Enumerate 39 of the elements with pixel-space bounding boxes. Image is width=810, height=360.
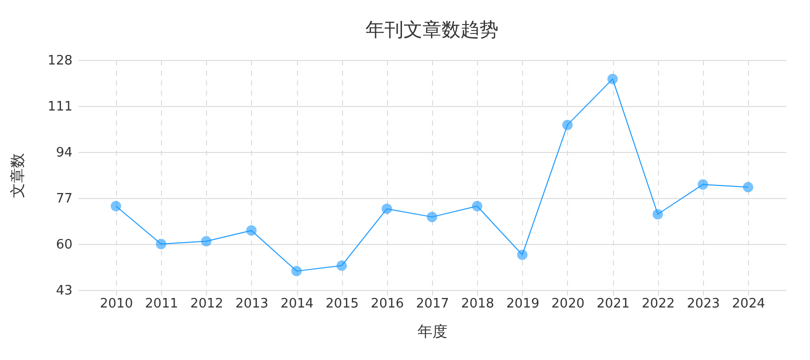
- chart-title: 年刊文章数趋势: [366, 19, 498, 41]
- y-tick-label: 111: [48, 100, 72, 114]
- point: [517, 250, 528, 260]
- point: [200, 236, 212, 247]
- x-tick-label: 2019: [506, 296, 540, 312]
- point: [607, 74, 618, 84]
- point: [472, 200, 482, 212]
- x-tick-label: 2011: [145, 296, 178, 312]
- point: [246, 225, 257, 236]
- x-tick-label: 2012: [190, 296, 224, 312]
- point: [742, 182, 754, 192]
- x-tick-label: 2018: [461, 296, 494, 312]
- y-tick-label: 43: [56, 284, 72, 298]
- x-tick-label: 2010: [100, 296, 133, 312]
- point: [382, 204, 392, 214]
- x-tick-label: 2022: [642, 296, 675, 312]
- point: [156, 238, 166, 250]
- y-tick-label: 60: [56, 238, 72, 252]
- x-tick-label: 2017: [416, 296, 450, 312]
- x-tick-label: 2020: [551, 296, 585, 312]
- y-axis-title: 文章数: [8, 153, 27, 198]
- x-tick-label: 2023: [686, 296, 720, 312]
- point: [336, 260, 347, 271]
- x-tick-label: 2013: [235, 296, 268, 312]
- y-tick-label: 128: [48, 54, 72, 68]
- point: [426, 212, 438, 222]
- point: [698, 179, 708, 190]
- x-tick-label: 2015: [326, 296, 359, 312]
- point: [110, 200, 122, 212]
- x-tick-label: 2014: [280, 296, 314, 312]
- x-axis-title: 年度: [418, 322, 448, 340]
- x-tick-label: 2016: [370, 296, 404, 312]
- point: [652, 209, 664, 220]
- x-tick-label: 2021: [596, 296, 630, 312]
- y-tick-label: 94: [56, 146, 72, 160]
- point: [562, 120, 573, 130]
- y-tick-label: 77: [56, 192, 72, 206]
- point: [291, 266, 302, 276]
- x-tick-label: 2024: [732, 296, 766, 312]
